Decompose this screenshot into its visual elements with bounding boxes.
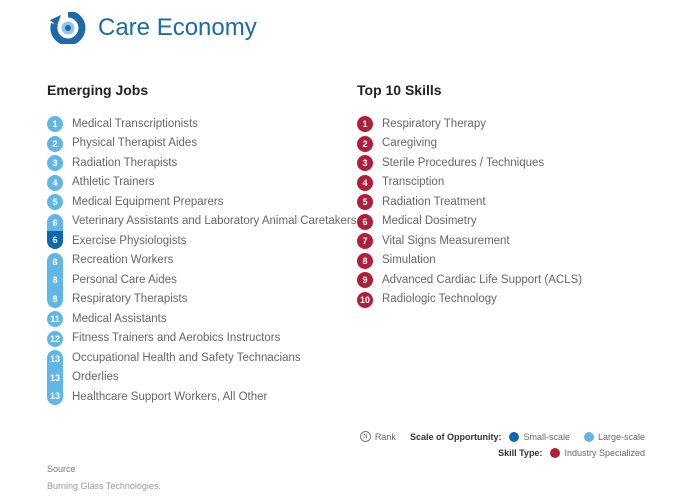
rank-badge: 3 [47, 155, 63, 171]
job-label: Medical Transcriptionists [72, 117, 198, 130]
legend-scale: N Rank Scale of Opportunity: Small-scale… [359, 431, 645, 442]
job-item: 11 Medical Assistants [47, 309, 347, 329]
job-item: 13 Orderlies [47, 367, 347, 388]
skill-item: 8 Simulation [357, 251, 657, 271]
job-label: Medical Assistants [72, 312, 167, 325]
skill-label: Respiratory Therapy [382, 117, 486, 130]
skill-item: 6 Medical Dosimetry [357, 212, 657, 232]
job-item: 4 Athletic Trainers [47, 173, 347, 193]
job-item: 13 Healthcare Support Workers, All Other [47, 387, 347, 407]
job-item: 8 Respiratory Therapists [47, 289, 347, 310]
skill-item: 3 Sterile Procedures / Techniques [357, 153, 657, 173]
scale-legend-title: Scale of Opportunity: [409, 431, 502, 442]
rank-badge: 8 [47, 289, 63, 308]
rank-badge: 8 [47, 270, 63, 290]
job-item: 2 Physical Therapist Aides [47, 134, 347, 154]
skill-label: Medical Dosimetry [382, 215, 477, 228]
skill-label: Caregiving [382, 137, 437, 150]
rank-badge: 8 [47, 252, 63, 271]
emerging-jobs-title: Emerging Jobs [47, 82, 149, 98]
rank-badge: 9 [357, 272, 373, 288]
job-item: 6 Veterinary Assistants and Laboratory A… [47, 212, 356, 232]
job-label: Healthcare Support Workers, All Other [72, 390, 268, 403]
skill-item: 1 Respiratory Therapy [357, 114, 657, 134]
rank-badge: 4 [357, 174, 373, 191]
job-item: 8 Personal Care Aides [47, 270, 347, 290]
job-item: 6 Exercise Physiologists [47, 231, 347, 251]
rank-badge: 10 [357, 291, 373, 308]
rank-badge: 12 [47, 330, 63, 347]
skill-label: Transciption [382, 176, 445, 189]
skill-item: 10 Radiologic Technology [357, 290, 657, 310]
top-skills-list: 1 Respiratory Therapy 2 Caregiving 3 Ste… [357, 114, 657, 309]
job-label: Respiratory Therapists [72, 293, 188, 306]
skill-item: 9 Advanced Cardiac Life Support (ACLS) [357, 270, 657, 290]
top-skills-title: Top 10 Skills [357, 82, 442, 98]
job-label: Exercise Physiologists [72, 234, 187, 247]
rank-badge: 13 [47, 367, 63, 388]
skill-item: 5 Radiation Treatment [357, 192, 657, 212]
rank-badge: 6 [357, 213, 373, 230]
job-label: Medical Equipment Preparers [72, 195, 224, 208]
job-label: Fitness Trainers and Aerobics Instructor… [72, 332, 281, 345]
skill-label: Radiologic Technology [382, 293, 497, 306]
job-label: Orderlies [72, 371, 119, 384]
job-item: 8 Recreation Workers [47, 251, 347, 271]
large-scale-label: Large-scale [597, 431, 645, 442]
rank-badge: 13 [47, 350, 63, 368]
skill-type-legend-title: Skill Type: [498, 448, 543, 458]
skill-label: Simulation [382, 254, 436, 267]
job-label: Veterinary Assistants and Laboratory Ani… [72, 215, 357, 228]
job-label: Personal Care Aides [72, 273, 177, 286]
job-item: 12 Fitness Trainers and Aerobics Instruc… [47, 329, 347, 349]
rank-icon: N [359, 431, 371, 442]
rank-badge: 4 [47, 174, 63, 191]
source-text: Burning Glass Technologies. [47, 481, 161, 491]
industry-specialized-dot-icon [550, 448, 561, 458]
job-item: 5 Medical Equipment Preparers [47, 192, 347, 212]
rank-badge: 6 [47, 213, 63, 232]
rank-badge: 5 [357, 194, 373, 210]
source-title: Source [47, 464, 76, 474]
rank-badge: 2 [47, 135, 63, 152]
rank-badge: 2 [357, 135, 373, 152]
emerging-jobs-list: 1 Medical Transcriptionists 2 Physical T… [47, 114, 356, 407]
rank-badge: 11 [47, 311, 63, 327]
rank-badge: 7 [357, 233, 373, 249]
legend-skill-type: Skill Type: Industry Specialized [498, 448, 645, 458]
care-economy-logo-icon [47, 12, 89, 44]
rank-badge: 6 [47, 231, 63, 249]
rank-badge: 13 [47, 387, 63, 405]
skill-item: 7 Vital Signs Measurement [357, 231, 657, 251]
industry-specialized-label: Industry Specialized [564, 448, 645, 458]
rank-badge: 1 [47, 116, 63, 132]
skill-label: Sterile Procedures / Techniques [382, 156, 545, 169]
rank-badge: 5 [47, 194, 63, 210]
job-item: 13 Occupational Health and Safety Techna… [47, 348, 347, 368]
skill-item: 4 Transciption [357, 173, 657, 193]
job-item: 1 Medical Transcriptionists [47, 114, 347, 134]
job-label: Athletic Trainers [72, 176, 155, 189]
header: Care Economy [47, 12, 257, 44]
job-item: 3 Radiation Therapists [47, 153, 347, 173]
job-label: Occupational Health and Safety Technacia… [72, 351, 301, 364]
job-label: Physical Therapist Aides [72, 137, 198, 150]
skill-label: Advanced Cardiac Life Support (ACLS) [382, 273, 583, 286]
rank-badge: 1 [357, 116, 373, 132]
rank-badge: 8 [357, 252, 373, 269]
small-scale-dot-icon [509, 431, 520, 442]
job-label: Recreation Workers [72, 254, 174, 267]
rank-legend-label: Rank [374, 431, 396, 442]
skill-label: Vital Signs Measurement [382, 234, 510, 247]
rank-badge: 3 [357, 155, 373, 171]
small-scale-label: Small-scale [523, 431, 570, 442]
large-scale-dot-icon [583, 431, 594, 442]
page-title: Care Economy [98, 14, 257, 41]
job-label: Radiation Therapists [72, 156, 178, 169]
skill-item: 2 Caregiving [357, 134, 657, 154]
skill-label: Radiation Treatment [382, 195, 486, 208]
